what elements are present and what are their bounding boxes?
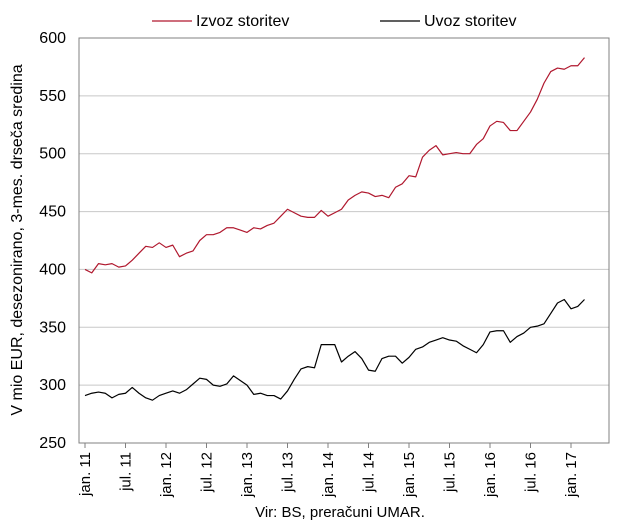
legend-label-uvoz: Uvoz storitev: [424, 13, 516, 30]
y-axis-ticks: 250 300 350 400 450 500 550 600: [39, 30, 66, 452]
x-tick-label: jan. 13: [239, 452, 256, 498]
y-tick-label: 300: [39, 377, 66, 394]
x-tick-label: jan. 15: [401, 452, 418, 498]
y-axis-label: V mio EUR, desezonirano, 3-mes. drseča s…: [9, 64, 26, 415]
y-tick-label: 600: [39, 30, 66, 47]
y-tick-label: 500: [39, 146, 66, 163]
x-tick-label: jul. 14: [361, 452, 378, 493]
y-tick-label: 550: [39, 88, 66, 105]
series-line-izvoz: [84, 57, 585, 274]
x-tick-label: jul. 15: [442, 452, 459, 493]
plot-frame: [78, 37, 610, 444]
series-line-uvoz: [84, 298, 585, 401]
y-tick-label: 250: [39, 435, 66, 452]
gridlines: [79, 95, 609, 386]
x-axis-ticks: jan. 11 jul. 11 jan. 12 jul. 12 jan. 13 jul. …: [77, 443, 580, 498]
x-tick-label: jan. 16: [482, 452, 499, 498]
y-tick-label: 350: [39, 319, 66, 336]
x-tick-label: jul. 16: [523, 452, 540, 493]
y-tick-label: 450: [39, 204, 66, 221]
x-tick-label: jul. 13: [280, 452, 297, 493]
legend: Izvoz storitev Uvoz storitev: [152, 13, 516, 30]
x-tick-label: jul. 11: [118, 452, 135, 492]
x-tick-label: jan. 17: [563, 452, 580, 498]
x-tick-label: jan. 14: [320, 452, 337, 498]
x-tick-label: jan. 11: [77, 452, 94, 497]
series-lines: [84, 57, 585, 401]
y-tick-label: 400: [39, 261, 66, 278]
x-tick-label: jan. 12: [158, 452, 175, 498]
source-note: Vir: BS, preračuni UMAR.: [255, 504, 425, 521]
x-tick-label: jul. 12: [199, 452, 216, 493]
legend-label-izvoz: Izvoz storitev: [196, 13, 289, 30]
